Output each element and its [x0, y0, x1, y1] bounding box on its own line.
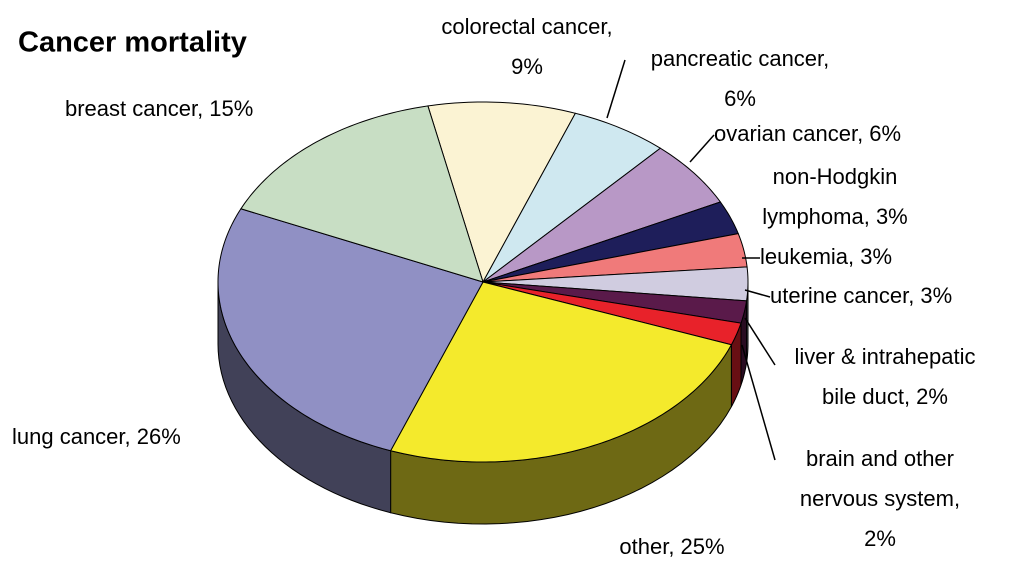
leader-line — [690, 135, 714, 162]
slice-label: breast cancer, 15% — [65, 96, 253, 121]
slice-label: lung cancer, 26% — [12, 424, 181, 449]
slice-label: 9% — [511, 54, 543, 79]
slice-label: non-Hodgkin — [773, 164, 898, 189]
slice-label: pancreatic cancer, — [651, 46, 830, 71]
slice-label: other, 25% — [619, 534, 724, 559]
leader-line — [742, 345, 775, 460]
slice-label: ovarian cancer, 6% — [714, 121, 901, 146]
chart-title: Cancer mortality — [18, 27, 247, 59]
leader-line — [745, 290, 770, 297]
chart: Cancer mortality colorectal cancer, 9% pan… — [0, 0, 1018, 562]
slice-label: lymphoma, 3% — [762, 204, 908, 229]
slice-label: uterine cancer, 3% — [770, 283, 952, 308]
leader-line — [745, 318, 775, 365]
slice-label: liver & intrahepatic — [795, 344, 976, 369]
slice-label: leukemia, 3% — [760, 244, 892, 269]
slice-label: bile duct, 2% — [822, 384, 948, 409]
slice-label: nervous system, — [800, 486, 960, 511]
leader-line — [607, 60, 625, 118]
slice-label: 2% — [864, 526, 896, 551]
slice-label: brain and other — [806, 446, 954, 471]
slice-label: 6% — [724, 86, 756, 111]
slice-label: colorectal cancer, — [441, 14, 612, 39]
